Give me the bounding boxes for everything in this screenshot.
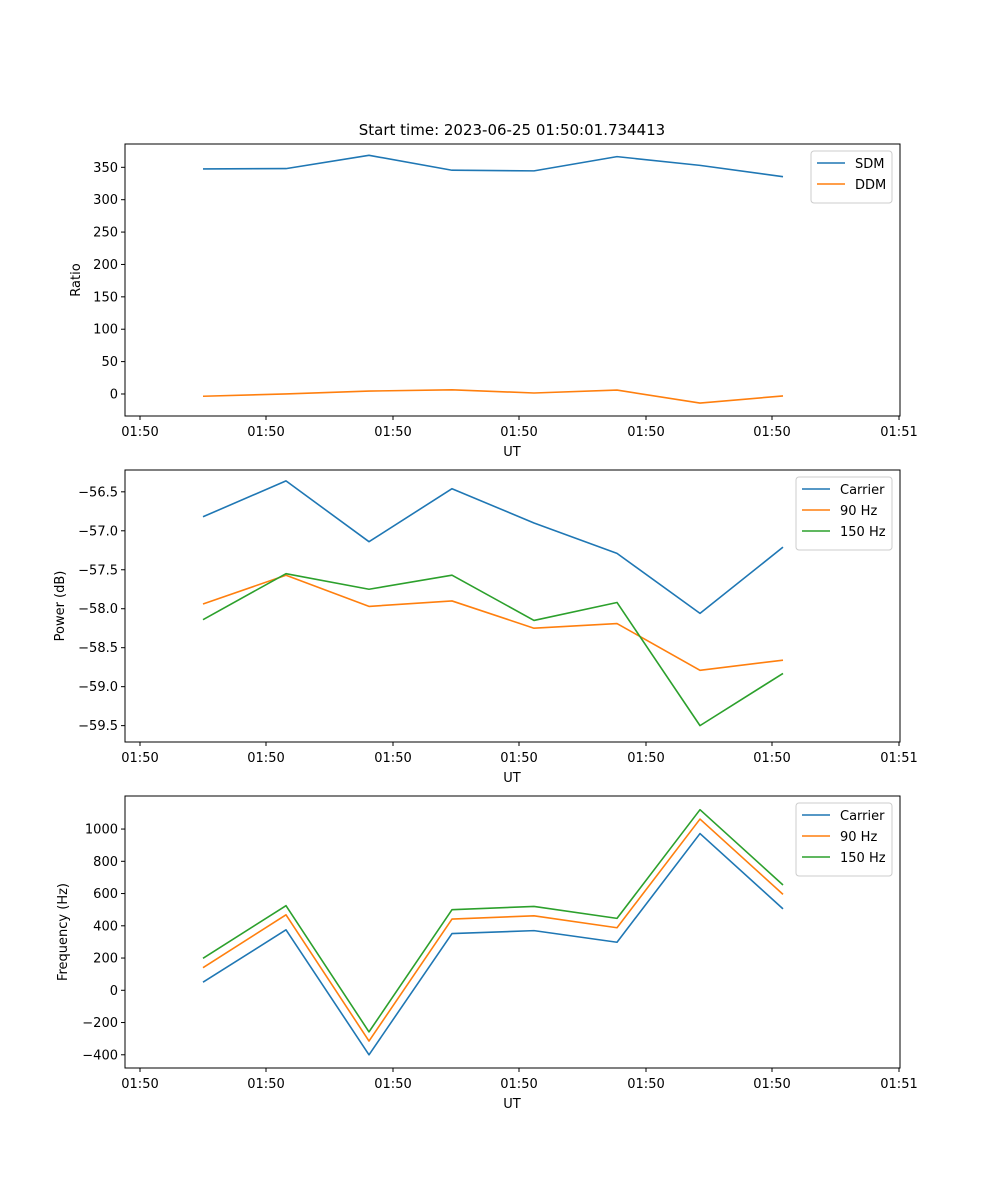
y-axis-label: Ratio (69, 263, 84, 296)
series-line-90-hz (202, 818, 784, 1042)
y-tick-label: −56.5 (78, 485, 118, 500)
y-tick-label: −57.5 (78, 563, 118, 578)
y-tick-label: −400 (82, 1048, 118, 1063)
frequency-panel: UT Frequency (Hz) −400 −200 0 200 400 600 800 1… (56, 795, 918, 1112)
x-tick-label: 01:50 (121, 1077, 158, 1092)
x-tick-label: 01:50 (121, 751, 158, 766)
legend-label: 150 Hz (840, 525, 886, 540)
x-tick-label: 01:50 (374, 425, 411, 440)
x-axis-label: UT (503, 1097, 521, 1112)
ratio-panel: Start time: 2023-06-25 01:50:01.734413 U… (69, 121, 918, 460)
y-tick-label: −58.0 (78, 602, 118, 617)
x-tick-label: 01:50 (627, 425, 664, 440)
y-axis-label: Power (dB) (53, 571, 68, 642)
legend (810, 150, 893, 204)
y-tick-label: 600 (93, 887, 118, 902)
y-tick-label: 50 (101, 355, 118, 370)
y-tick-label: 200 (93, 258, 118, 273)
legend-label: Carrier (840, 809, 885, 824)
series-line-150-hz (202, 572, 784, 727)
x-axis-label: UT (503, 771, 521, 786)
y-tick-label: −59.0 (78, 680, 118, 695)
x-tick-label: 01:50 (627, 751, 664, 766)
x-tick-label: 01:50 (500, 1077, 537, 1092)
x-tick-label: 01:50 (121, 425, 158, 440)
legend-label: SDM (855, 157, 884, 172)
x-tick-label: 01:50 (627, 1077, 664, 1092)
y-tick-label: 300 (93, 193, 118, 208)
series-line-ddm (202, 388, 784, 404)
series-line-carrier (202, 480, 784, 615)
y-tick-label: 100 (93, 323, 118, 338)
legend-label: 90 Hz (840, 504, 877, 519)
y-tick-label: 150 (93, 290, 118, 305)
chart-title: Start time: 2023-06-25 01:50:01.734413 (359, 121, 665, 139)
x-tick-label: 01:50 (753, 1077, 790, 1092)
x-tick-label: 01:50 (247, 751, 284, 766)
y-tick-label: 1000 (85, 823, 118, 838)
y-tick-label: −57.0 (78, 524, 118, 539)
y-tick-label: 200 (93, 952, 118, 967)
series-line-90-hz (202, 574, 784, 672)
y-tick-label: 250 (93, 226, 118, 241)
y-tick-label: 800 (93, 855, 118, 870)
legend-label: Carrier (840, 483, 885, 498)
x-tick-label: 01:50 (247, 425, 284, 440)
plot-frame (124, 143, 901, 417)
legend-label: 90 Hz (840, 830, 877, 845)
x-tick-label: 01:50 (247, 1077, 284, 1092)
x-tick-label: 01:50 (753, 751, 790, 766)
y-tick-label: 0 (110, 387, 118, 402)
series-line-150-hz (202, 808, 784, 1033)
y-tick-label: 350 (93, 161, 118, 176)
power-panel: UT Power (dB) −59.5 −59.0 −58.5 −58.0 −57.5 −… (53, 469, 918, 786)
x-tick-label: 01:51 (880, 751, 917, 766)
x-axis-label: UT (503, 445, 521, 460)
series-line-carrier (202, 832, 784, 1056)
y-axis-label: Frequency (Hz) (56, 883, 71, 981)
legend-label: 150 Hz (840, 851, 886, 866)
y-tick-label: 400 (93, 919, 118, 934)
legend-label: DDM (855, 178, 886, 193)
x-tick-label: 01:51 (880, 425, 917, 440)
x-tick-label: 01:51 (880, 1077, 917, 1092)
y-tick-label: −58.5 (78, 641, 118, 656)
plot-frame (124, 469, 901, 743)
y-tick-label: −200 (82, 1016, 118, 1031)
plot-frame (124, 795, 901, 1069)
x-tick-label: 01:50 (374, 751, 411, 766)
x-tick-label: 01:50 (374, 1077, 411, 1092)
x-tick-label: 01:50 (500, 751, 537, 766)
y-tick-label: −59.5 (78, 719, 118, 734)
y-tick-label: 0 (110, 984, 118, 999)
x-tick-label: 01:50 (500, 425, 537, 440)
x-tick-label: 01:50 (753, 425, 790, 440)
series-line-sdm (202, 154, 784, 178)
